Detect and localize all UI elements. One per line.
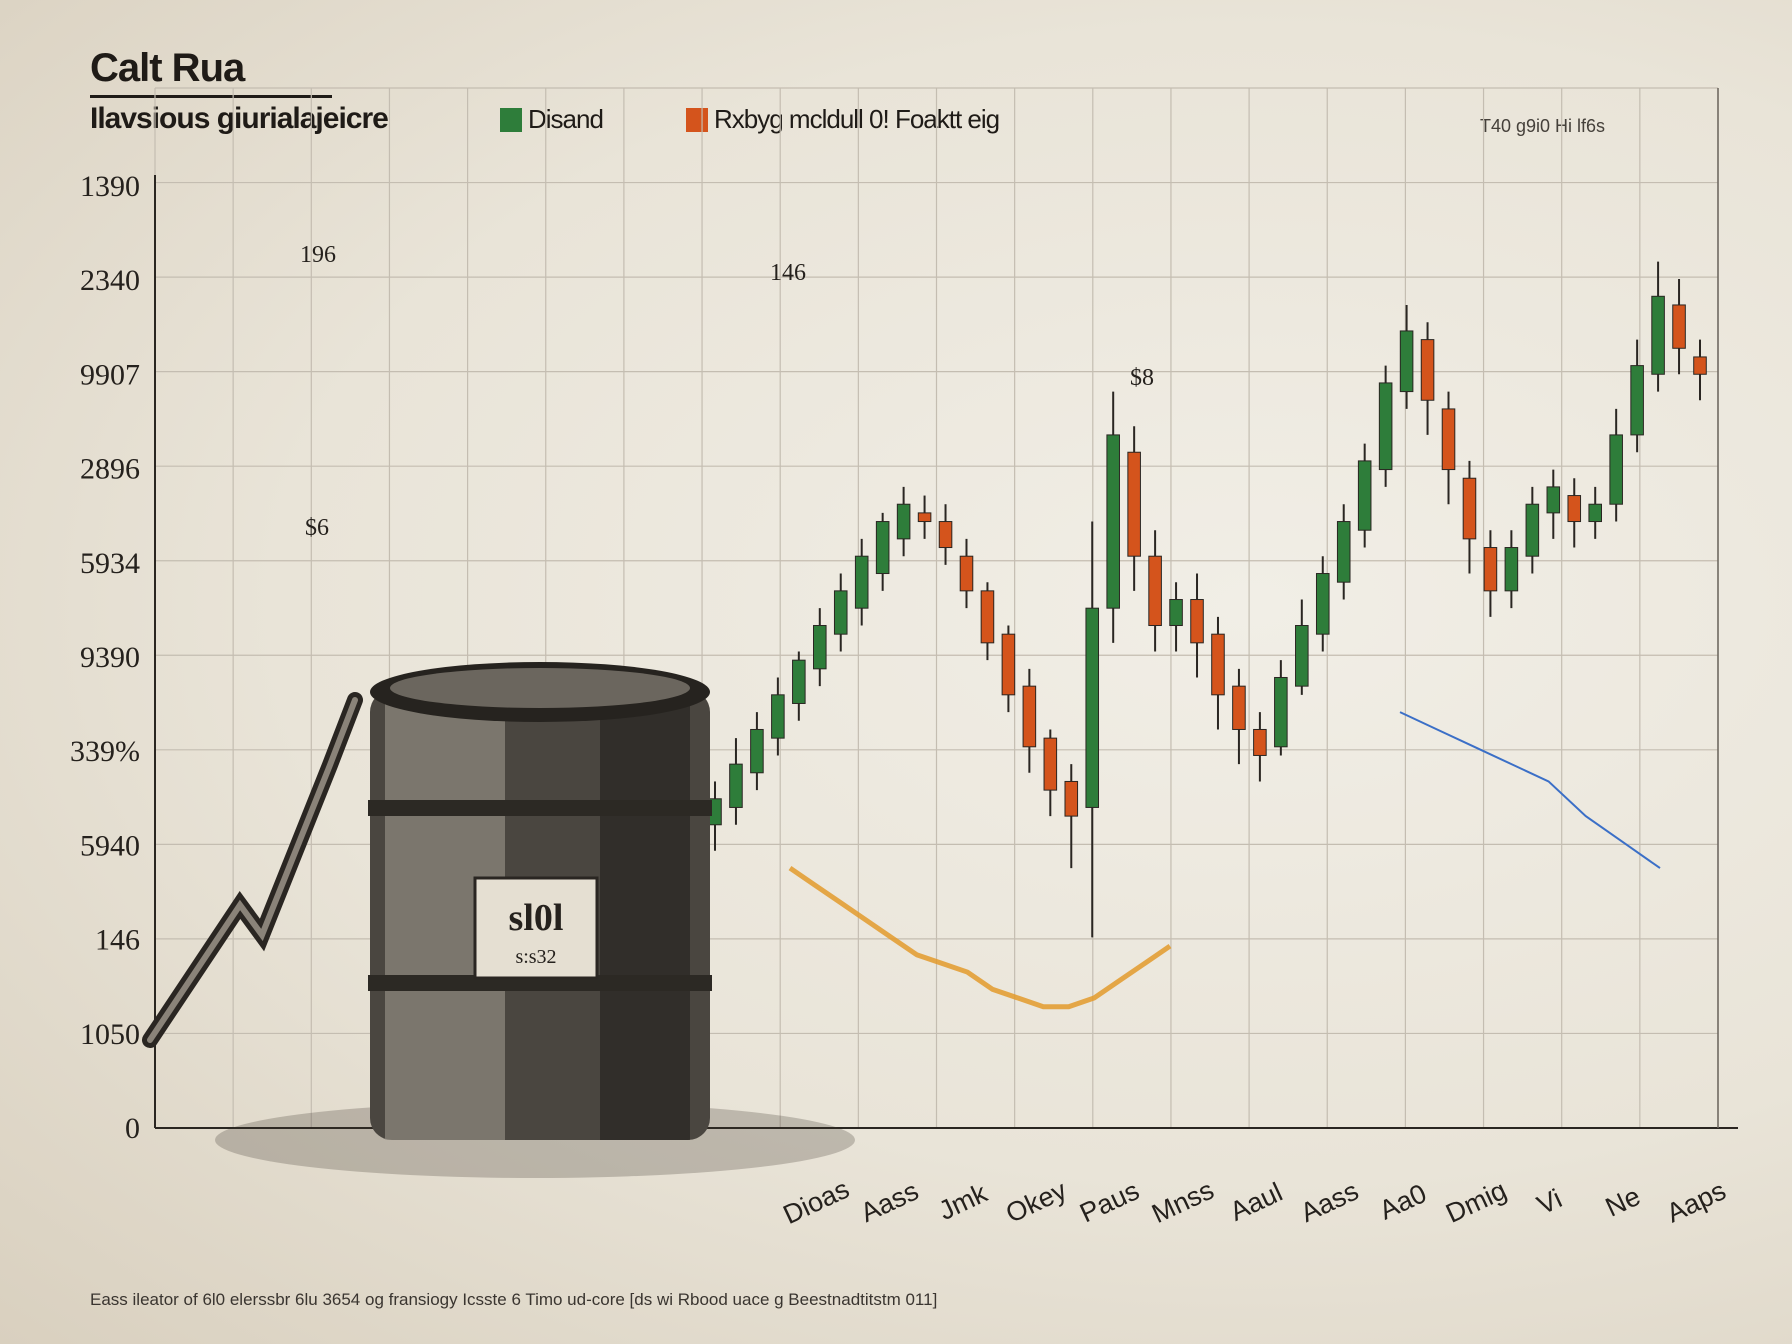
y-tick-label: 5934 [80,547,140,580]
candle-body [750,728,764,774]
candle-body [1001,633,1016,696]
orange-overlay-line [788,866,1172,1010]
candle-body [1295,625,1309,687]
candle-body [854,555,869,609]
candle-body [1336,521,1351,583]
legend-item-series-1: Disand [500,104,604,135]
candle-body [1127,451,1141,557]
candle-body [1043,737,1058,791]
candle-body [938,521,953,549]
y-tick-label: 9390 [80,641,140,674]
candle-body [1378,382,1393,471]
candle-body [959,555,974,592]
candle-body [1504,547,1519,592]
annotation-1: 196 [300,242,336,268]
candle-body [1190,599,1204,644]
x-tick-label: Aass [1296,1176,1363,1229]
candle-body [1651,295,1665,375]
x-tick-label: Paus [1075,1175,1143,1228]
chart-title: Calt Rua [90,46,332,98]
legend-swatch-green [500,108,522,132]
candle-body [1546,486,1561,514]
barrel-label-main: sl0l [509,897,564,939]
candle-body [792,659,806,704]
candle-body [1441,408,1456,471]
x-tick-label: Aa0 [1375,1178,1431,1225]
y-tick-label: 339% [70,735,140,768]
annotation-4: $8 [1130,365,1154,391]
y-tick-label: 5940 [80,829,140,862]
x-tick-label: Aaul [1225,1177,1287,1227]
x-tick-label: Aaps [1662,1175,1730,1228]
candle-body [1630,365,1644,436]
x-tick-label: Mnss [1147,1175,1218,1229]
overlay-lines [788,711,1661,1010]
y-tick-label: 0 [125,1112,140,1145]
annotation-3: $6 [305,515,329,541]
candle-body [1399,330,1414,393]
x-tick-label: Vi [1533,1183,1567,1220]
x-tick-label: Dioas [779,1174,854,1230]
y-tick-label: 2896 [80,453,140,486]
chart-footnote: Eass ileator of 6l0 elerssbr 6lu 3654 og… [90,1290,938,1309]
candle-body [1274,676,1288,748]
candle-body [1253,728,1267,756]
candle-body [1588,503,1603,523]
candle-body [1357,460,1372,531]
y-tick-label: 1390 [80,170,140,203]
candle-body [875,521,890,575]
candle-body [771,694,785,739]
oil-barrel-illustration: sl0l s:s32 [142,662,855,1178]
candle-body [1420,339,1435,401]
candle-body [1085,607,1100,808]
candle-body [1232,685,1246,730]
y-tick-labels: 1390 2340 9907 2896 5934 9390 339% 5940 146 1050 0 [70,170,140,1145]
candle-body [1022,685,1037,748]
legend-label-series-2: Rxbyg mcldull 0! Foaktt eig [714,104,1000,134]
candle-body [729,763,743,808]
y-tick-label: 1050 [80,1018,140,1051]
x-tick-label: Okey [1001,1175,1071,1229]
candle-body [1064,780,1079,817]
candle-body [980,590,995,644]
candle-body [1672,304,1686,349]
candle-body [1567,495,1582,523]
top-right-note: T40 g9i0 Hi lf6s [1480,116,1606,136]
annotation-2: 146 [770,260,806,286]
candlesticks [708,261,1707,938]
x-tick-labels: Dioas Aass Jmk Okey Paus Mnss Aaul Aass Aa0 Dmig V… [779,1174,1731,1230]
candle-body [833,590,848,635]
y-tick-label: 2340 [80,264,140,297]
candle-body [896,503,911,540]
candle-body [1315,573,1330,635]
y-tick-label: 9907 [80,358,140,391]
candle-body [1693,356,1707,375]
candle-body [813,625,827,670]
x-tick-label: Dmig [1441,1175,1511,1229]
candle-body [917,512,932,523]
barrel-label-sub: s:s32 [515,946,556,968]
candle-body [1148,555,1162,627]
candle-body [1169,599,1183,627]
candle-body [1525,503,1540,557]
blue-overlay-line [1399,711,1661,869]
candle-body [1462,477,1477,540]
candle-body [1211,633,1225,696]
x-tick-label: Aass [856,1176,923,1229]
y-tick-label: 146 [95,924,140,957]
chart-subtitle: Ilavsious giurialajeicre [90,102,389,135]
candle-body [1106,434,1120,609]
candle-body [1609,434,1623,505]
x-tick-label: Jmk [934,1178,992,1226]
x-tick-label: Ne [1601,1181,1645,1223]
candle-body [1483,547,1498,592]
legend-label-series-1: Disand [528,104,604,134]
